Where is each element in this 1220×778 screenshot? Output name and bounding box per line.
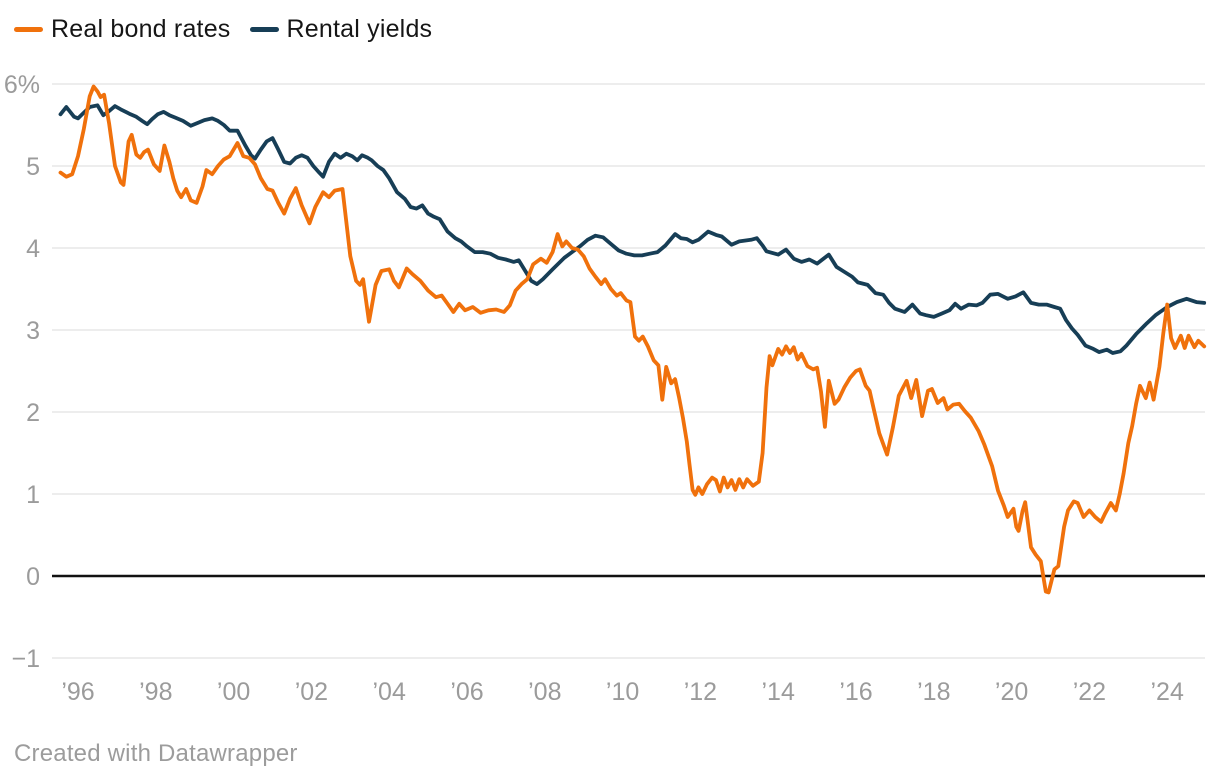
x-axis-label: ’14 (762, 678, 795, 706)
x-axis-label: ’04 (373, 678, 406, 706)
y-axis-label: 6% (4, 71, 40, 99)
x-axis-label: ’18 (917, 678, 950, 706)
line-chart: 6% 5 4 3 2 1 0 −1 ’96 ’98 ’00 ’02 ’04 ’06 ’08 ’10 ’12 ’14… (4, 71, 1207, 706)
y-axis-label: 0 (26, 563, 40, 591)
legend-item-real-bond-rates: Real bond rates (14, 14, 231, 44)
y-axis-label: 2 (26, 399, 40, 427)
x-axis-label: ’02 (295, 678, 328, 706)
y-axis-label: 3 (26, 317, 40, 345)
series-line-real-bond-rates (58, 84, 1207, 595)
y-axis-label: −1 (11, 645, 40, 673)
legend-item-rental-yields: Rental yields (249, 14, 433, 44)
datawrapper-credit: Created with Datawrapper (14, 740, 298, 767)
legend-swatch-rental-yields-icon (249, 26, 279, 32)
y-axis-label: 4 (26, 235, 40, 263)
legend-label-real-bond-rates: Real bond rates (51, 15, 231, 43)
chart-legend: Real bond rates Rental yields (14, 14, 432, 44)
x-axis-label: ’96 (61, 678, 94, 706)
x-axis-label: ’24 (1151, 678, 1184, 706)
x-axis-label: ’22 (1073, 678, 1106, 706)
x-axis-label: ’10 (606, 678, 639, 706)
x-axis-label: ’20 (995, 678, 1028, 706)
x-axis-label: ’08 (528, 678, 561, 706)
legend-swatch-real-bond-rates-icon (14, 26, 43, 32)
x-axis-label: ’98 (139, 678, 172, 706)
x-axis-label: ’00 (217, 678, 250, 706)
x-axis-label: ’16 (839, 678, 872, 706)
x-axis-label: ’12 (684, 678, 717, 706)
y-axis-label: 1 (26, 481, 40, 509)
legend-label-rental-yields: Rental yields (286, 15, 433, 43)
y-axis-label: 5 (26, 153, 40, 181)
x-axis-label: ’06 (450, 678, 483, 706)
